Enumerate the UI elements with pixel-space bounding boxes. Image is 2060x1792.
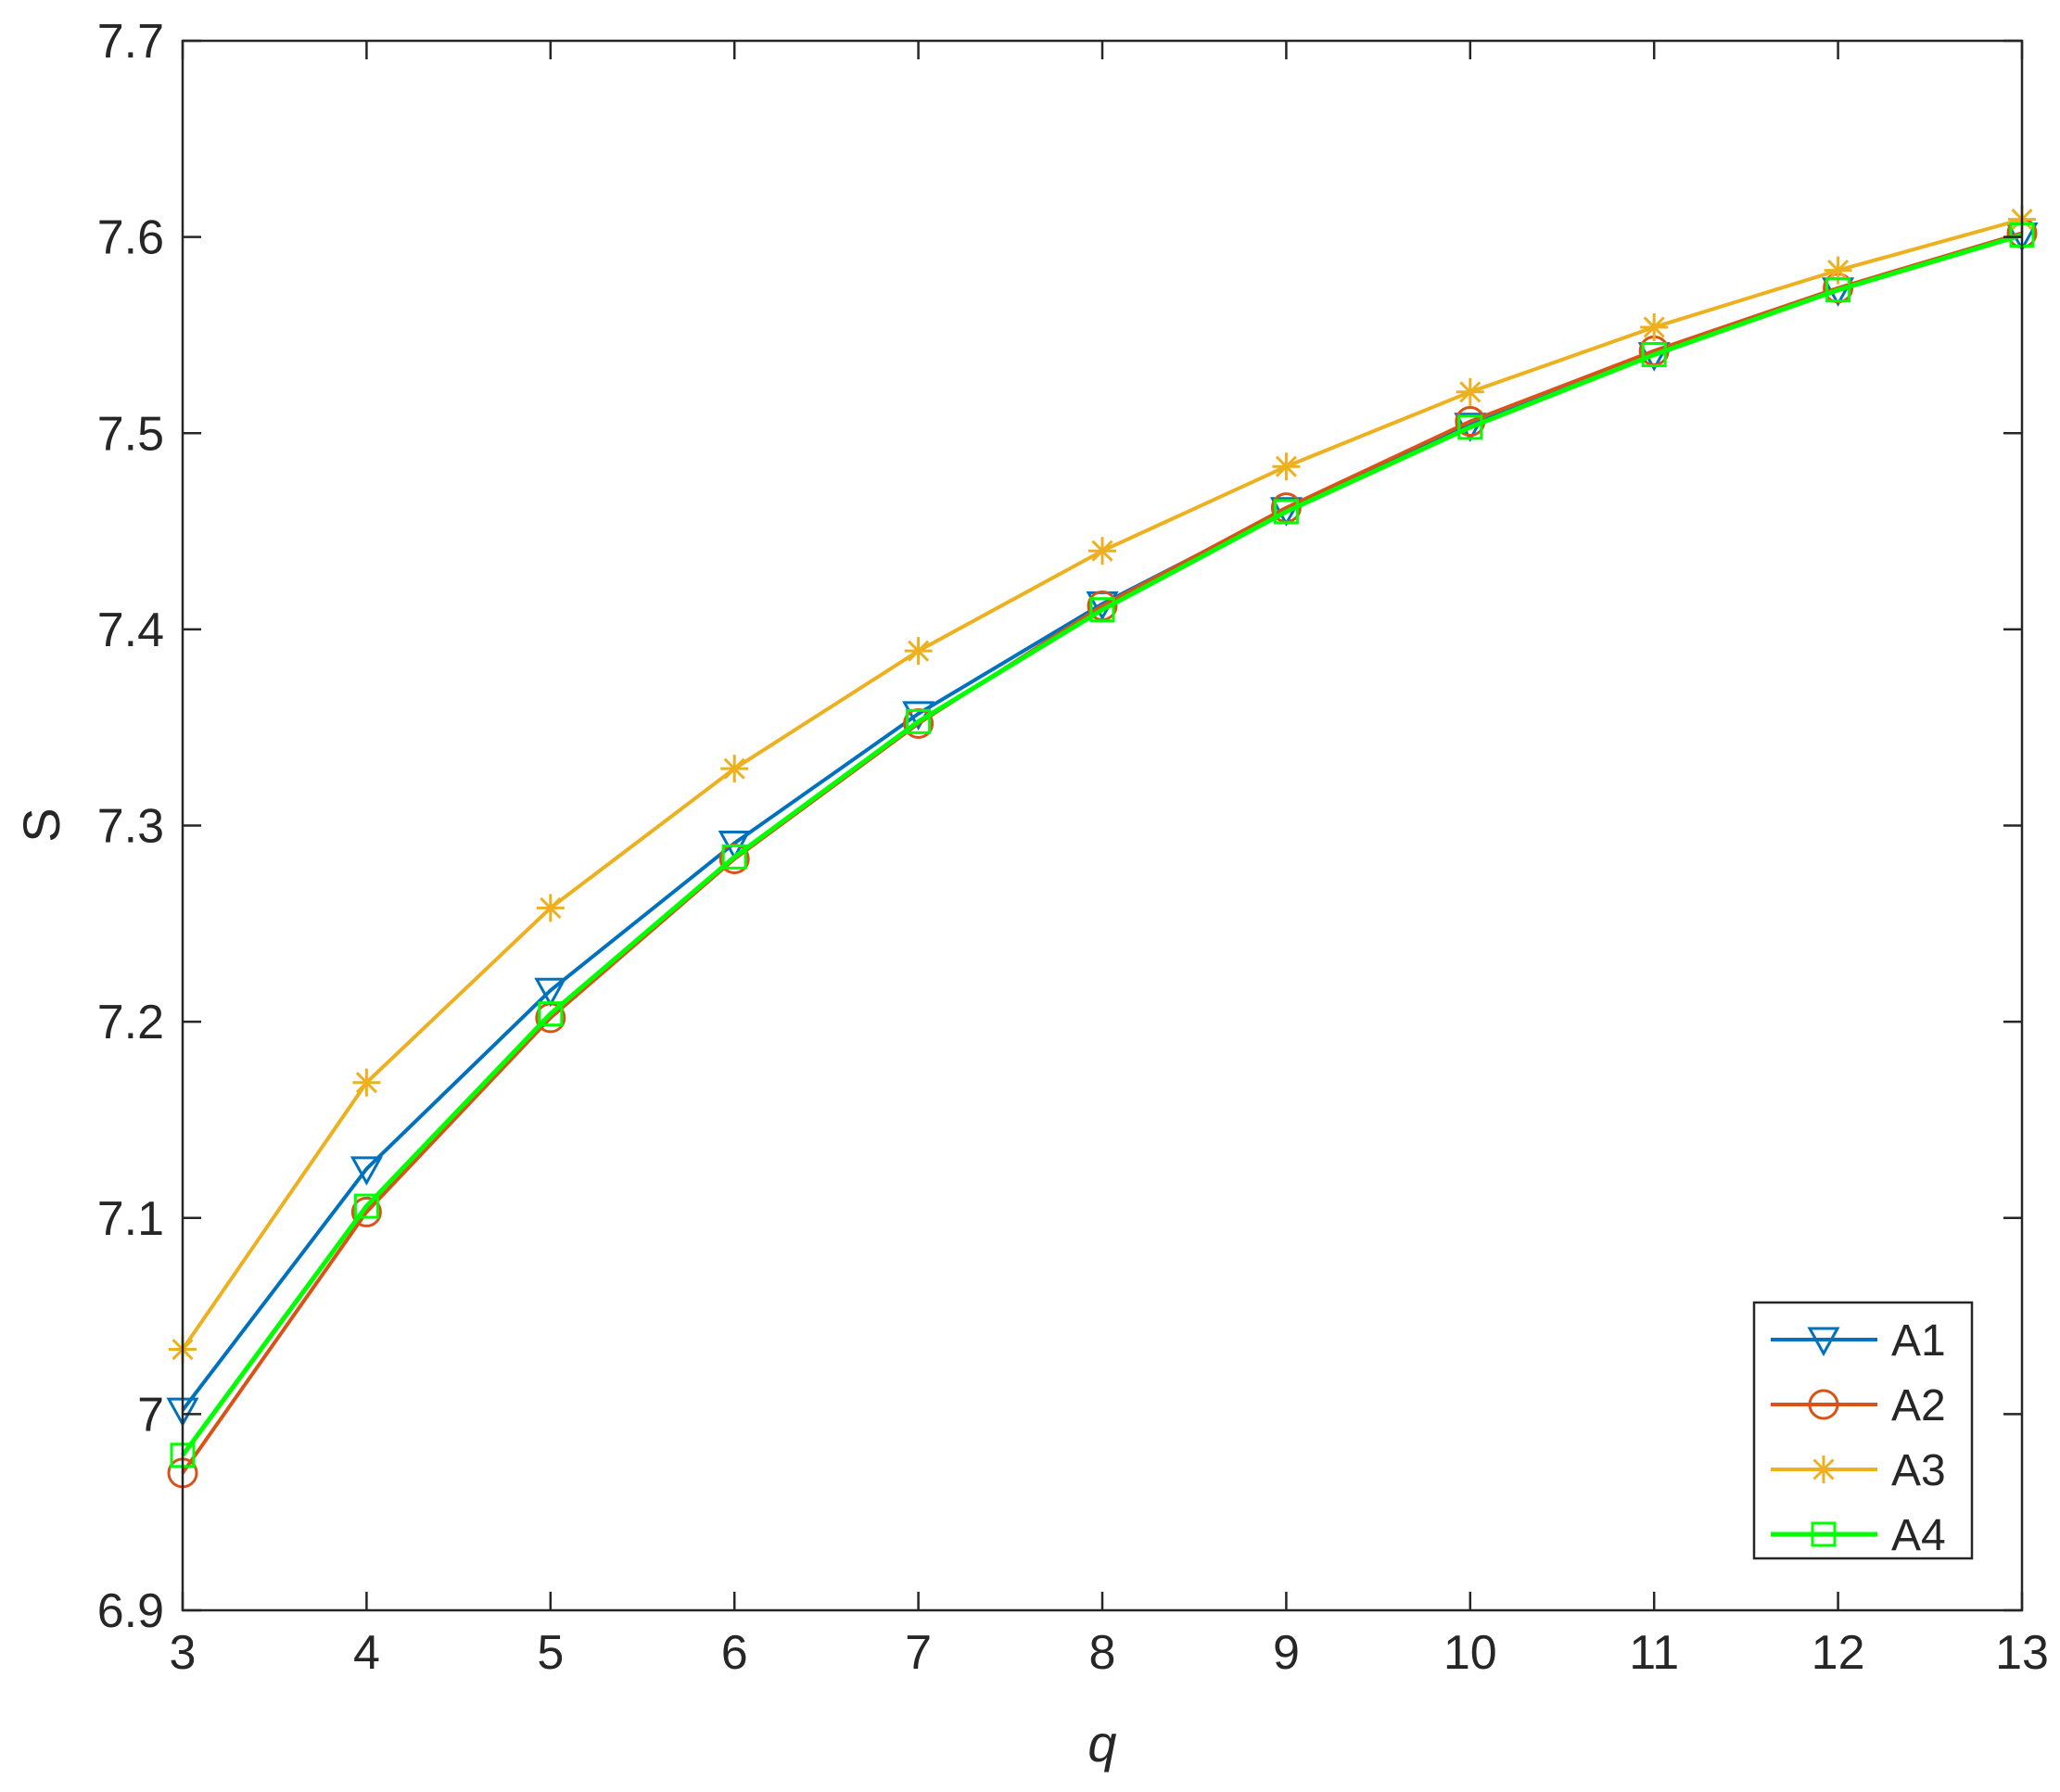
- legend-marker-a4: [1811, 1521, 1837, 1547]
- tick-labels: 3 4 5 6 7 8 9 10 11 12 13 6.9 7 7.1 7.2 7.3 7.4 7.5 7.6 7.7: [97, 15, 2049, 1680]
- data-point-a4-9: [1273, 499, 1299, 525]
- data-point-a3-9: [1272, 452, 1301, 481]
- y-tick-label: 7.5: [97, 407, 164, 461]
- y-tick-label: 7: [137, 1388, 164, 1442]
- data-point-a4-8: [1089, 597, 1115, 623]
- data-point-a3-10: [1456, 377, 1484, 406]
- x-tick-label: 7: [905, 1626, 932, 1680]
- legend-label: A4: [1891, 1511, 1946, 1560]
- data-point-a3-6: [720, 755, 749, 783]
- data-point-a3-8: [1088, 537, 1116, 566]
- data-point-a1-5: [534, 977, 567, 1008]
- y-axis-label: S: [12, 807, 70, 842]
- x-tick-label: 4: [353, 1626, 380, 1680]
- data-point-a4-6: [721, 844, 747, 870]
- x-tick-label: 6: [721, 1626, 748, 1680]
- data-point-a4-11: [1641, 342, 1667, 368]
- data-point-a4-5: [538, 1001, 564, 1027]
- axes-box: [181, 39, 2024, 1612]
- x-axis-label: q: [1087, 1714, 1116, 1773]
- series-line-a4: [180, 233, 2023, 1457]
- data-point-a3-5: [536, 894, 565, 922]
- legend-marker-a3: [1810, 1455, 1837, 1483]
- x-tick-label: 3: [170, 1626, 197, 1680]
- y-tick-label: 7.7: [97, 15, 164, 69]
- y-tick-label: 7.4: [97, 604, 164, 657]
- legend-item-a3: A3: [1771, 1446, 1946, 1495]
- data-point-a3-7: [904, 637, 933, 666]
- y-tick-label: 7.2: [97, 996, 164, 1049]
- series-line-a2: [181, 231, 2023, 1475]
- legend: A1 A2 A3 A4: [1752, 1301, 1974, 1560]
- x-tick-label: 9: [1273, 1626, 1300, 1680]
- legend-marker-a1: [1807, 1327, 1840, 1357]
- legend-label: A2: [1891, 1381, 1946, 1430]
- y-tick-label: 7.3: [97, 800, 164, 854]
- x-tick-label: 8: [1089, 1626, 1116, 1680]
- x-tick-label: 12: [1812, 1626, 1865, 1680]
- legend-item-a2: A2: [1771, 1381, 1946, 1430]
- plot-area: [183, 41, 2022, 1610]
- data-point-a3-11: [1640, 312, 1669, 341]
- legend-box: [1752, 1301, 1974, 1560]
- y-tick-label: 7.6: [97, 211, 164, 265]
- data-point-a4-4: [353, 1193, 379, 1219]
- x-tick-label: 11: [1629, 1626, 1679, 1680]
- data-point-a1-4: [350, 1156, 383, 1186]
- data-point-a4-12: [1825, 277, 1851, 303]
- legend-marker-a2: [1808, 1389, 1839, 1420]
- legend-item-a4: A4: [1771, 1511, 1946, 1560]
- y-tick-label: 7.1: [97, 1192, 164, 1246]
- data-point-a2-4: [350, 1196, 382, 1227]
- x-tick-label: 10: [1443, 1626, 1497, 1680]
- x-tick-label: 13: [1995, 1626, 2049, 1680]
- x-tick-label: 5: [537, 1626, 564, 1680]
- legend-label: A1: [1891, 1316, 1946, 1366]
- data-point-a4-10: [1457, 414, 1483, 440]
- legend-label: A3: [1891, 1446, 1946, 1495]
- data-point-a3-4: [352, 1068, 381, 1097]
- legend-item-a1: A1: [1771, 1316, 1946, 1366]
- data-point-a4-7: [906, 708, 932, 734]
- y-tick-label: 6.9: [97, 1584, 164, 1638]
